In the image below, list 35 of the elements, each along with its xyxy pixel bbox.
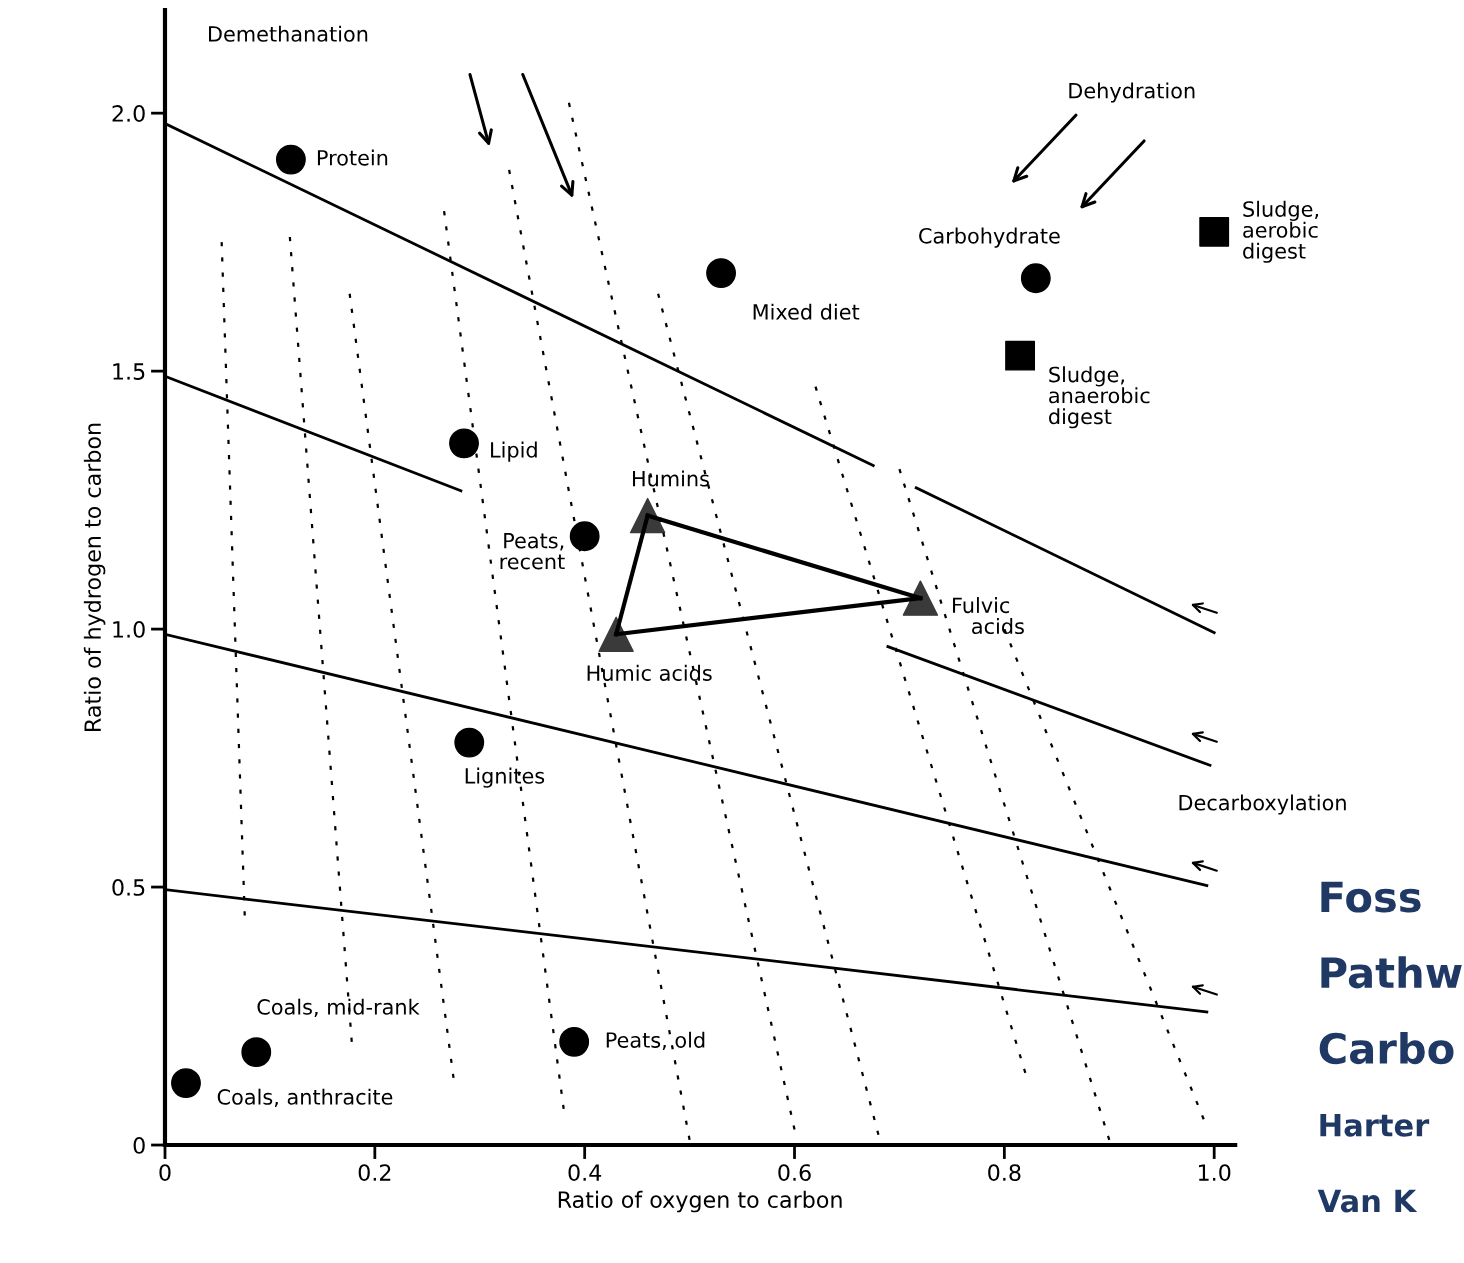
annotation: Decarboxylation <box>1179 794 1346 815</box>
data-label: Sludge, aerobic digest <box>1243 200 1319 263</box>
x-tick-label: 1.0 <box>1198 1164 1231 1181</box>
data-label: Humins <box>633 470 709 487</box>
text: Van K <box>1317 1189 1418 1213</box>
data-label: Lipid <box>491 441 537 462</box>
y-tick-label: 0 <box>133 1136 145 1154</box>
annotation: Dehydration <box>1069 82 1195 103</box>
annotation: Demethanation <box>209 25 368 42</box>
data-label: Sludge, anaerobic digest <box>1049 366 1150 429</box>
x-tick-label: 0.4 <box>568 1164 602 1181</box>
data-label: Mixed diet <box>753 303 860 320</box>
x-tick-label: 0.2 <box>358 1164 391 1181</box>
y-axis-title: Ratio of hydrogen to carbon <box>83 423 106 731</box>
data-label: Peats, old <box>606 1031 705 1051</box>
x-tick-label: 0 <box>159 1164 171 1181</box>
y-tick-label: 0.5 <box>112 879 145 896</box>
x-axis-title: Ratio of oxygen to carbon <box>558 1190 842 1213</box>
y-tick-label: 1.5 <box>113 363 145 380</box>
y-tick-label: 1.0 <box>113 621 145 638</box>
data-label: Lignites <box>465 767 545 788</box>
data-label: Peats, recent <box>500 532 565 570</box>
data-label: Protein <box>317 149 388 166</box>
x-tick-label: 0.6 <box>778 1164 811 1181</box>
data-label: Carbohydrate <box>919 227 1060 248</box>
x-tick-label: 0.8 <box>988 1164 1021 1181</box>
data-label: Coals, mid-rank <box>257 998 420 1017</box>
data-label: Fulvic acids <box>953 597 1024 635</box>
text: Foss <box>1321 881 1421 913</box>
data-label: Humic acids <box>587 664 712 681</box>
text: Pathw <box>1321 956 1462 989</box>
text: Carbo <box>1319 1031 1454 1065</box>
data-label: Coals, anthracite <box>217 1088 393 1107</box>
y-tick-label: 2.0 <box>112 105 145 122</box>
text: Harter <box>1320 1114 1430 1137</box>
